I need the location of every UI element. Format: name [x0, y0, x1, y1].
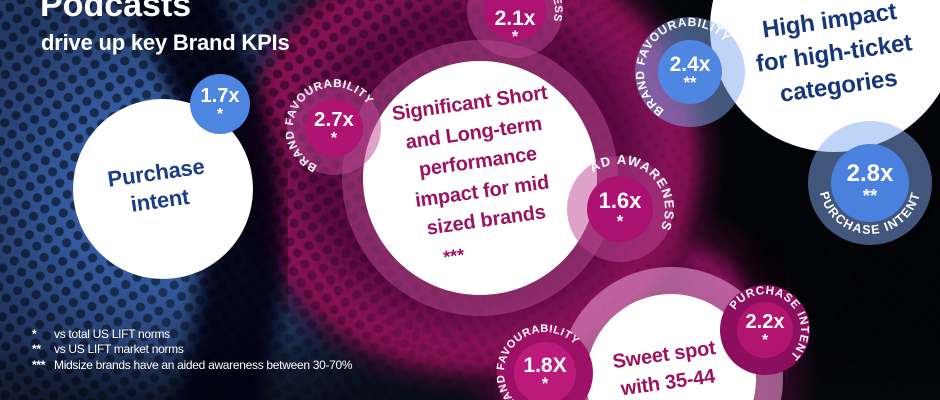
- svg-text:BRAND FAVOURABILITY: BRAND FAVOURABILITY: [495, 323, 582, 400]
- svg-text:AD AWARENESS: AD AWARENESS: [587, 152, 677, 234]
- svg-text:BRAND FAVOURABILITY: BRAND FAVOURABILITY: [284, 78, 375, 174]
- svg-text:BRAND AWARENESS: BRAND AWARENESS: [470, 0, 564, 23]
- svg-text:PURCHASE INTENT: PURCHASE INTENT: [817, 190, 923, 237]
- svg-text:BRAND FAVOURABILITY: BRAND FAVOURABILITY: [633, 15, 734, 119]
